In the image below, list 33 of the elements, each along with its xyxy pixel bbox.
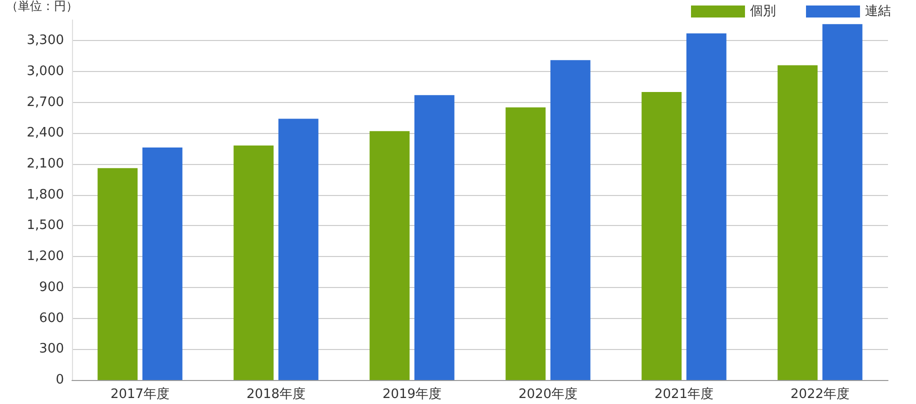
y-tick-label: 1,800 — [26, 187, 64, 202]
bar — [550, 60, 590, 380]
y-tick-label: 0 — [56, 372, 64, 388]
x-tick-label: 2018年度 — [246, 386, 306, 402]
legend-label: 連結 — [865, 4, 891, 19]
y-tick-label: 300 — [39, 342, 64, 357]
y-tick-label: 3,300 — [26, 33, 64, 48]
y-axis-title: （単位：円） — [6, 0, 78, 13]
x-tick-label: 2019年度 — [382, 386, 442, 402]
x-tick-label: 2022年度 — [790, 386, 850, 402]
y-tick-label: 900 — [39, 280, 64, 295]
legend-label: 個別 — [750, 4, 776, 19]
bar — [506, 107, 546, 380]
bar — [234, 145, 274, 380]
bar — [414, 95, 454, 380]
y-tick-label: 1,500 — [26, 218, 64, 234]
bar — [98, 168, 138, 380]
bar — [822, 24, 862, 380]
x-tick-label: 2021年度 — [654, 386, 714, 402]
bar — [370, 131, 410, 380]
bar — [686, 33, 726, 380]
y-tick-label: 2,100 — [26, 156, 64, 172]
y-tick-label: 600 — [39, 310, 64, 326]
x-tick-label: 2020年度 — [518, 386, 578, 402]
x-tick-label: 2017年度 — [110, 386, 170, 402]
y-tick-label: 1,200 — [26, 249, 64, 264]
y-tick-label: 2,400 — [26, 126, 64, 141]
y-tick-label: 3,000 — [26, 64, 64, 79]
bar — [778, 65, 818, 380]
bar — [142, 148, 182, 380]
bar — [278, 118, 318, 380]
bar — [642, 92, 682, 380]
y-tick-label: 2,700 — [26, 94, 64, 110]
